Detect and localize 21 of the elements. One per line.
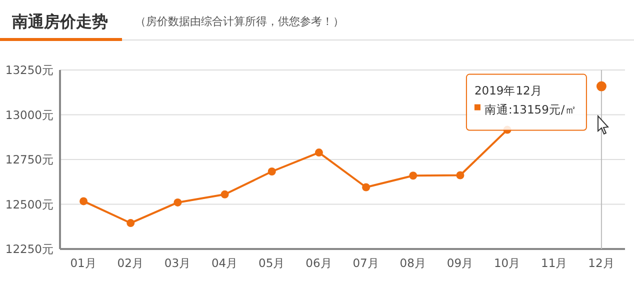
annotation: 南通:13159元/㎡	[484, 102, 577, 116]
y-tick-label: 12500元	[5, 197, 54, 212]
chart-subtitle: （房价数据由综合计算所得，供您参考！）	[135, 15, 344, 28]
annotation: 2019年12月	[474, 83, 542, 98]
x-tick-label: 09月	[446, 256, 474, 270]
y-tick-label: 12750元	[5, 152, 54, 167]
x-tick-label: 10月	[494, 256, 521, 270]
y-tick-label: 13250元	[5, 63, 54, 78]
x-tick-label: 06月	[306, 256, 332, 270]
y-tick-label: 12250元	[5, 242, 54, 256]
x-tick-label: 03月	[164, 256, 192, 270]
x-tick-label: 05月	[258, 256, 286, 270]
x-tick-label: 01月	[70, 256, 97, 270]
x-tick-label: 04月	[211, 256, 238, 270]
x-tick-label: 11月	[541, 256, 568, 270]
y-tick-label: 13000元	[5, 108, 54, 122]
x-tick-label: 12月	[588, 256, 615, 270]
x-tick-label: 07月	[352, 256, 380, 270]
x-tick-label: 08月	[400, 256, 426, 270]
x-tick-label: 02月	[117, 256, 144, 270]
chart-title: 南通房价走势	[11, 12, 108, 31]
